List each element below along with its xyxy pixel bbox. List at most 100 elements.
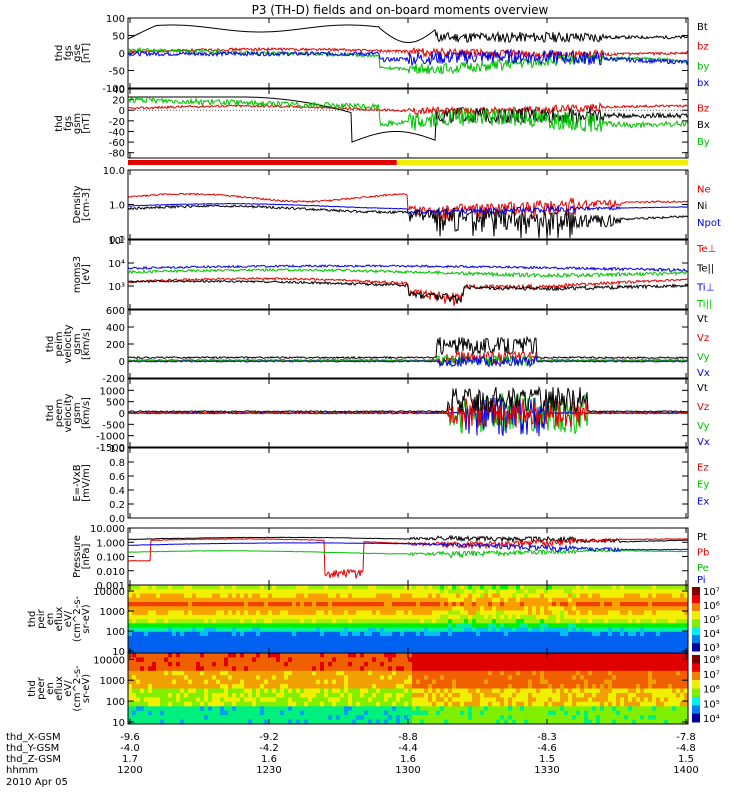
heat-cell — [680, 653, 685, 658]
heat-cell — [264, 670, 269, 676]
heat-cell — [400, 614, 405, 620]
heat-cell — [584, 644, 589, 650]
heat-cell — [616, 697, 621, 703]
heat-cell — [228, 627, 233, 633]
y-axis-label: eV/ — [63, 680, 74, 697]
heat-cell — [472, 666, 477, 672]
heat-cell — [160, 657, 165, 663]
heat-cell — [464, 697, 469, 703]
heat-cell — [432, 606, 437, 612]
heat-cell — [316, 688, 321, 694]
heat-cell — [220, 614, 225, 620]
heat-cell — [644, 670, 649, 676]
heat-cell — [496, 623, 501, 629]
y-axis-label: gse — [72, 44, 83, 62]
heat-cell — [456, 631, 461, 637]
heat-cell — [260, 697, 265, 703]
heat-cell — [228, 701, 233, 707]
heat-cell — [384, 589, 389, 595]
heat-cell — [180, 610, 185, 616]
y-tick-label: -60 — [109, 138, 125, 149]
heat-cell — [348, 597, 353, 603]
heat-cell — [388, 675, 393, 681]
y-tick-label: 1000 — [100, 676, 125, 687]
heat-cell — [316, 644, 321, 650]
heat-cell — [440, 648, 445, 654]
heat-cell — [448, 692, 453, 698]
heat-cell — [600, 631, 605, 637]
heat-cell — [304, 619, 309, 624]
heat-cell — [228, 675, 233, 681]
heat-cell — [276, 593, 281, 599]
heat-cell — [524, 606, 529, 612]
heat-cell — [620, 692, 625, 698]
heat-cell — [584, 623, 589, 629]
heat-cell — [144, 653, 149, 658]
heat-cell — [132, 589, 137, 595]
heat-cell — [672, 619, 677, 624]
heat-cell — [440, 688, 445, 694]
heat-cell — [464, 614, 469, 620]
heat-cell — [228, 666, 233, 672]
heat-cell — [608, 697, 613, 703]
heat-cell — [384, 636, 389, 641]
heat-cell — [452, 627, 457, 633]
heat-cell — [580, 623, 585, 629]
heat-cell — [212, 644, 217, 650]
heat-cell — [468, 670, 473, 676]
heat-cell — [320, 719, 325, 725]
heat-cell — [228, 614, 233, 620]
heat-cell — [264, 627, 269, 633]
heat-cell — [184, 610, 189, 616]
heat-cell — [480, 684, 485, 689]
heat-cell — [584, 710, 589, 716]
heat-cell — [132, 597, 137, 603]
heat-cell — [564, 585, 569, 590]
heat-cell — [612, 675, 617, 681]
heat-cell — [544, 640, 549, 646]
heat-cell — [132, 627, 137, 633]
heat-cell — [632, 653, 637, 658]
heat-cell — [516, 675, 521, 681]
heat-cell — [156, 597, 161, 603]
heat-cell — [500, 679, 505, 685]
heat-cell — [224, 610, 229, 616]
heat-cell — [204, 593, 209, 599]
heat-cell — [160, 653, 165, 658]
heat-cell — [220, 636, 225, 641]
heat-cell — [368, 606, 373, 612]
heat-cell — [372, 606, 377, 612]
heat-cell — [288, 697, 293, 703]
heat-cell — [280, 675, 285, 681]
heat-cell — [192, 653, 197, 658]
heat-cell — [192, 610, 197, 616]
heat-cell — [492, 619, 497, 624]
heat-cell — [308, 602, 313, 607]
heat-cell — [460, 606, 465, 612]
heat-cell — [672, 644, 677, 650]
heat-cell — [188, 679, 193, 685]
heat-cell — [264, 679, 269, 685]
y-tick-label: 10.000 — [90, 524, 125, 535]
heat-cell — [588, 597, 593, 603]
heat-cell — [312, 593, 317, 599]
heat-cell — [380, 636, 385, 641]
heat-cell — [636, 679, 641, 685]
heat-cell — [144, 610, 149, 616]
heat-cell — [676, 640, 681, 646]
heat-cell — [180, 614, 185, 620]
heat-cell — [284, 653, 289, 658]
heat-cell — [636, 593, 641, 599]
heat-cell — [140, 692, 145, 698]
heat-cell — [656, 606, 661, 612]
heat-cell — [680, 606, 685, 612]
heat-cell — [228, 619, 233, 624]
heat-cell — [140, 648, 145, 654]
heat-cell — [200, 688, 205, 694]
heat-cell — [168, 697, 173, 703]
heat-cell — [188, 706, 193, 712]
heat-cell — [304, 670, 309, 676]
heat-cell — [244, 697, 249, 703]
heat-cell — [132, 606, 137, 612]
heat-cell — [148, 675, 153, 681]
